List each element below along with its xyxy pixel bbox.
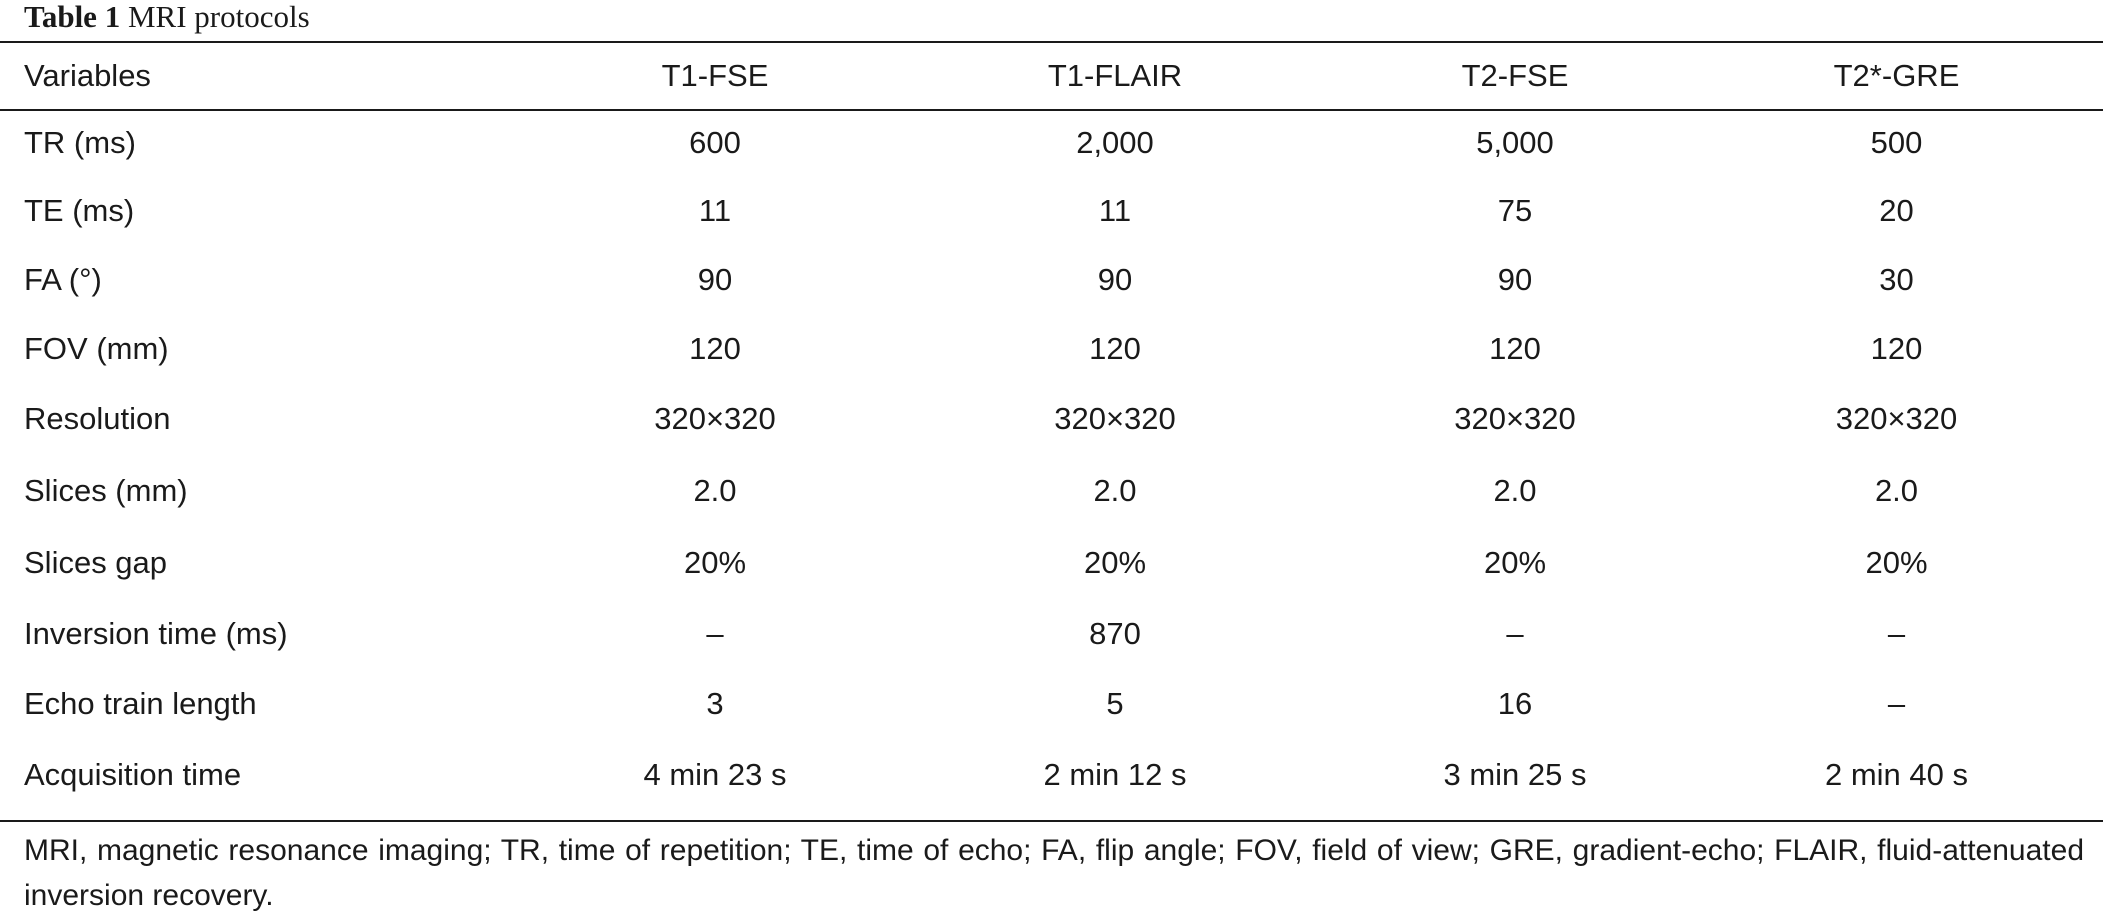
table-cell: 90 (1497, 261, 1533, 297)
column-header: T2-FSE (1461, 58, 1569, 93)
table-cell: 90 (697, 261, 733, 297)
table-cell: 600 (689, 125, 741, 160)
table-caption-label: Table 1 (24, 0, 121, 34)
row-label: Slices (mm) (24, 473, 188, 508)
mri-protocols-table: Variables T1-FSE T1-FLAIR T2-FSE T2*-GRE… (0, 43, 2103, 811)
table-cell: 20% (1083, 545, 1147, 580)
table-bottom-rule (0, 820, 2103, 822)
table-cell: 320×320 (1054, 401, 1176, 436)
table-row: FOV (mm) 120 120 120 120 (0, 314, 2103, 383)
table-cell: 2.0 (693, 473, 737, 508)
table-caption: Table 1 MRI protocols (24, 0, 310, 34)
table-row: Echo train length 3 5 16 – (0, 669, 2103, 739)
table-cell: – (1506, 616, 1524, 651)
table-header-rule (0, 109, 2103, 111)
table-caption-title: MRI protocols (127, 0, 310, 34)
table-cell: 320×320 (1835, 401, 1958, 436)
row-label: FOV (mm) (24, 330, 169, 366)
table-cell: 5,000 (1476, 125, 1554, 160)
table-cell: 3 min 25 s (1443, 757, 1587, 792)
table-cell: 2.0 (1493, 473, 1537, 508)
row-label: Acquisition time (24, 757, 242, 792)
table-cell: 320×320 (654, 401, 776, 436)
row-label: Inversion time (ms) (24, 616, 288, 651)
table-row: TR (ms) 600 2,000 5,000 500 (0, 109, 2103, 177)
table-cell: – (1887, 616, 1906, 651)
row-label: TE (ms) (24, 193, 135, 228)
table-row: Acquisition time 4 min 23 s 2 min 12 s 3… (0, 739, 2103, 811)
row-label: TR (ms) (24, 125, 136, 160)
table-row: TE (ms) 11 11 75 20 (0, 177, 2103, 245)
table-cell: 30 (1879, 261, 1914, 297)
table-cell: 870 (1089, 616, 1141, 651)
table-cell: 90 (1097, 261, 1133, 297)
table-cell: 2.0 (1093, 473, 1137, 508)
table-row: Slices (mm) 2.0 2.0 2.0 2.0 (0, 455, 2103, 527)
table-cell: 20% (1483, 545, 1547, 580)
table-cell: 75 (1497, 193, 1533, 228)
table-row: Slices gap 20% 20% 20% 20% (0, 527, 2103, 599)
table-cell: 2.0 (1874, 473, 1919, 508)
row-label: Echo train length (24, 686, 257, 721)
column-header: Variables (24, 58, 151, 93)
table-cell: 120 (1489, 330, 1541, 366)
row-label: Slices gap (24, 545, 168, 580)
table-cell: 2 min 40 s (1824, 757, 1968, 792)
table-cell: 120 (1870, 330, 1923, 366)
row-label: FA (°) (24, 261, 102, 297)
row-label: Resolution (24, 401, 171, 436)
table-cell: 16 (1497, 686, 1533, 721)
table-cell: 4 min 23 s (643, 757, 787, 792)
table-cell: – (1887, 686, 1906, 721)
table-cell: 11 (698, 193, 732, 228)
table-cell: 20% (1865, 545, 1928, 580)
table-row: Inversion time (ms) – 870 – – (0, 599, 2103, 669)
column-header: T2*-GRE (1833, 58, 1960, 93)
table-cell: 20 (1879, 193, 1914, 228)
table-row: Resolution 320×320 320×320 320×320 320×3… (0, 383, 2103, 455)
table-top-rule (0, 41, 2103, 43)
table-cell: 320×320 (1454, 401, 1576, 436)
table-cell: 500 (1870, 125, 1923, 160)
column-header: T1-FLAIR (1047, 58, 1183, 93)
table-footnote: MRI, magnetic resonance imaging; TR, tim… (24, 834, 2084, 912)
table-cell: 2,000 (1076, 125, 1154, 160)
table-cell: 3 (706, 686, 724, 721)
table-row: FA (°) 90 90 90 30 (0, 245, 2103, 314)
table-cell: – (706, 616, 724, 651)
table-cell: 5 (1106, 686, 1124, 721)
table-cell: 2 min 12 s (1043, 757, 1187, 792)
table-cell: 11 (1098, 193, 1132, 228)
table-header-row: Variables T1-FSE T1-FLAIR T2-FSE T2*-GRE (0, 43, 2103, 109)
column-header: T1-FSE (661, 58, 769, 93)
table-cell: 120 (1089, 330, 1141, 366)
table-cell: 120 (689, 330, 741, 366)
table-cell: 20% (683, 545, 747, 580)
